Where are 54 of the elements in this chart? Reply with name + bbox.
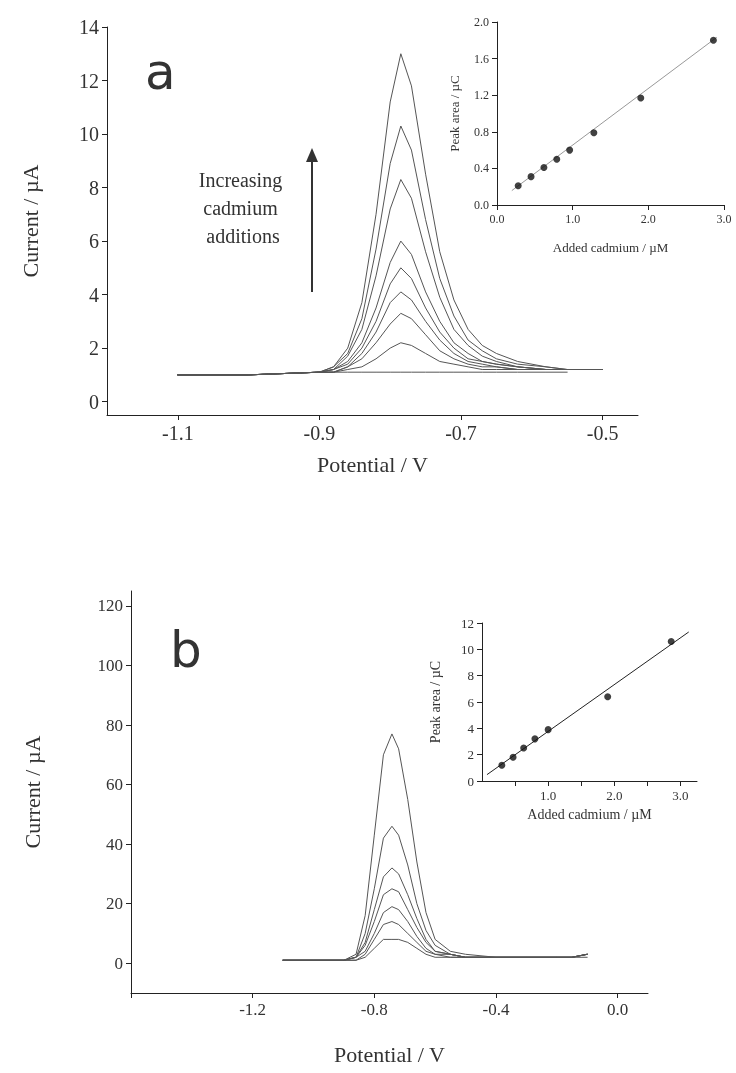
y-tick-label: 0 (467, 773, 474, 789)
y-tick-label: 1.2 (474, 88, 489, 103)
y-tick-label: 0 (114, 953, 123, 973)
y-tick-label: 10 (461, 641, 474, 657)
y-tick-label: 4 (89, 283, 99, 306)
y-tick-label: 14 (79, 16, 99, 38)
x-axis-title: Added cadmium / µM (552, 240, 669, 255)
x-tick-label: -0.8 (360, 1000, 388, 1019)
x-tick-label: 3.0 (716, 212, 732, 226)
x-tick-label: 0.0 (489, 212, 505, 226)
x-tick-label: -1.1 (161, 422, 194, 444)
x-tick-label: 3.0 (672, 788, 689, 803)
x-tick-label: 1.0 (565, 212, 581, 226)
y-tick-label: 40 (106, 834, 123, 854)
y-tick-label: 8 (467, 668, 474, 684)
y-tick-label: 20 (106, 894, 123, 914)
y-axis-title: Peak area / µC (427, 660, 443, 744)
x-axis-title: Potential / V (334, 1041, 446, 1067)
x-axis-title: Added cadmium / µM (527, 806, 653, 822)
x-tick-label: -1.2 (239, 1000, 267, 1019)
y-tick-label: 8 (89, 176, 99, 199)
x-axis-title: Potential / V (317, 451, 429, 477)
annotation: Increasing cadmium additions (198, 169, 288, 247)
y-tick-label: 2 (89, 337, 99, 360)
x-tick-label: 0.0 (606, 1000, 629, 1019)
y-tick-label: 12 (79, 69, 99, 92)
y-tick-label: 10 (79, 123, 99, 146)
y-tick-label: 2 (467, 747, 474, 763)
y-tick-label: 0.4 (474, 161, 489, 176)
x-tick-label: 2.0 (640, 212, 656, 226)
x-tick-label: -0.5 (586, 422, 619, 444)
x-tick-label: -0.7 (445, 422, 477, 444)
y-tick-label: 4 (467, 720, 475, 736)
text: b (170, 621, 202, 679)
x-tick-label: 1.0 (540, 788, 557, 803)
y-axis-title: Peak area / µC (447, 75, 462, 152)
y-tick-label: 1.6 (474, 51, 489, 66)
y-tick-label: 6 (89, 230, 99, 253)
y-tick-label: 0 (89, 390, 99, 413)
y-tick-label: 80 (106, 715, 123, 735)
y-tick-label: 100 (97, 655, 123, 675)
x-tick-label: -0.4 (482, 1000, 510, 1019)
y-tick-label: 2.0 (474, 15, 489, 29)
x-tick-label: -0.9 (303, 422, 336, 444)
y-tick-label: 60 (106, 775, 123, 795)
y-axis-title: Current / µA (19, 735, 45, 849)
y-tick-label: 6 (467, 694, 475, 710)
x-tick-label: 2.0 (606, 788, 623, 803)
y-tick-label: 0.8 (474, 124, 489, 139)
y-tick-label: 0.0 (474, 198, 489, 212)
y-tick-label: 120 (97, 596, 123, 616)
chart-title: a (145, 43, 176, 101)
y-axis-title: Current / µA (17, 164, 43, 278)
y-tick-label: 12 (461, 615, 474, 631)
